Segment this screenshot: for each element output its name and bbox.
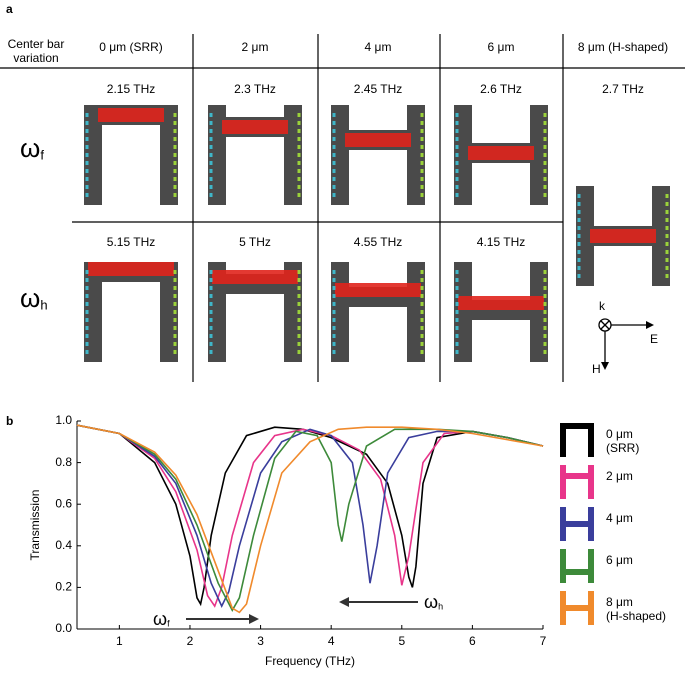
y-tick-label: 0.8: [55, 455, 72, 469]
axis-e: E: [650, 332, 658, 346]
current-field: [458, 296, 544, 310]
legend-icon: [560, 465, 566, 499]
annotation-symbol: ω: [153, 609, 167, 629]
column-header: 2 μm: [242, 40, 269, 54]
y-tick-label: 0.6: [55, 496, 72, 510]
y-axis-title: Transmission: [28, 490, 42, 561]
column-header: 0 μm (SRR): [99, 40, 163, 54]
current-field: [88, 262, 174, 276]
legend-icon: [560, 423, 566, 457]
annotation-symbol: ω: [424, 592, 438, 612]
frequency-label: 2.7 THz: [602, 82, 644, 96]
frequency-label: 2.6 THz: [480, 82, 522, 96]
column-header: 6 μm: [488, 40, 515, 54]
x-tick-label: 7: [540, 634, 547, 648]
series-line: [76, 424, 544, 612]
legend-label: 6 μm: [606, 553, 633, 567]
annotation: ωf: [153, 609, 170, 629]
annotation-subscript: f: [167, 619, 170, 629]
legend-icon: [560, 473, 594, 479]
series-line: [76, 424, 544, 608]
frequency-label: 5 THz: [239, 235, 271, 249]
legend-icon: [560, 521, 594, 527]
column-header: 8 μm (H-shaped): [578, 40, 668, 54]
row-label: ωf: [20, 133, 44, 163]
row-label: ωh: [20, 283, 48, 313]
legend-icon: [560, 569, 594, 575]
row-label-subscript: f: [40, 148, 44, 163]
row-label-symbol: ω: [20, 133, 40, 163]
row-label-symbol: ω: [20, 283, 40, 313]
column-header: 4 μm: [365, 40, 392, 54]
y-tick-label: 1.0: [55, 413, 72, 427]
x-tick-label: 2: [187, 634, 194, 648]
y-tick-label: 0.4: [55, 538, 72, 552]
frequency-label: 2.3 THz: [234, 82, 276, 96]
x-tick-label: 3: [257, 634, 264, 648]
x-tick-label: 6: [469, 634, 476, 648]
frequency-label: 2.15 THz: [107, 82, 155, 96]
legend-label: 2 μm: [606, 469, 633, 483]
legend-icon: [588, 423, 594, 457]
axis-h: H: [592, 362, 601, 376]
series-line: [76, 424, 544, 614]
annotation: ωh: [424, 592, 443, 612]
current-field: [222, 120, 288, 134]
axis-k: k: [599, 299, 606, 313]
legend-label: 4 μm: [606, 511, 633, 525]
current-field: [345, 133, 411, 147]
legend-label: 8 μm (H-shaped): [606, 595, 667, 623]
current-field: [590, 229, 656, 243]
row-label-subscript: h: [40, 298, 47, 313]
legend-icon: [588, 465, 594, 499]
x-axis-title: Frequency (THz): [265, 654, 355, 668]
row-title: Center bar variation: [7, 37, 65, 65]
panel-label: a: [6, 2, 13, 16]
panel-label: b: [6, 414, 13, 428]
x-tick-label: 4: [328, 634, 335, 648]
current-field: [98, 108, 164, 122]
frequency-label: 4.15 THz: [477, 235, 525, 249]
current-field: [335, 283, 421, 297]
x-tick-label: 5: [398, 634, 405, 648]
field-axes: [598, 318, 648, 364]
legend-label: 0 μm (SRR): [606, 427, 640, 455]
axis-arrowheads: [601, 321, 654, 370]
current-field: [212, 270, 298, 284]
y-tick-label: 0.0: [55, 621, 72, 635]
annotation-subscript: h: [438, 602, 443, 612]
annotation-arrows: [186, 601, 418, 620]
y-tick-label: 0.2: [55, 580, 72, 594]
frequency-label: 5.15 THz: [107, 235, 155, 249]
legend-icon: [588, 549, 594, 583]
x-tick-label: 1: [116, 634, 123, 648]
frequency-label: 2.45 THz: [354, 82, 402, 96]
current-field: [468, 146, 534, 160]
legend-icon: [560, 549, 566, 583]
series-line: [76, 424, 544, 608]
table-lines: [0, 34, 685, 382]
annotation-arrowheads: [249, 597, 349, 624]
legend-icon: [560, 423, 594, 429]
legend-icon: [560, 605, 594, 611]
frequency-label: 4.55 THz: [354, 235, 402, 249]
